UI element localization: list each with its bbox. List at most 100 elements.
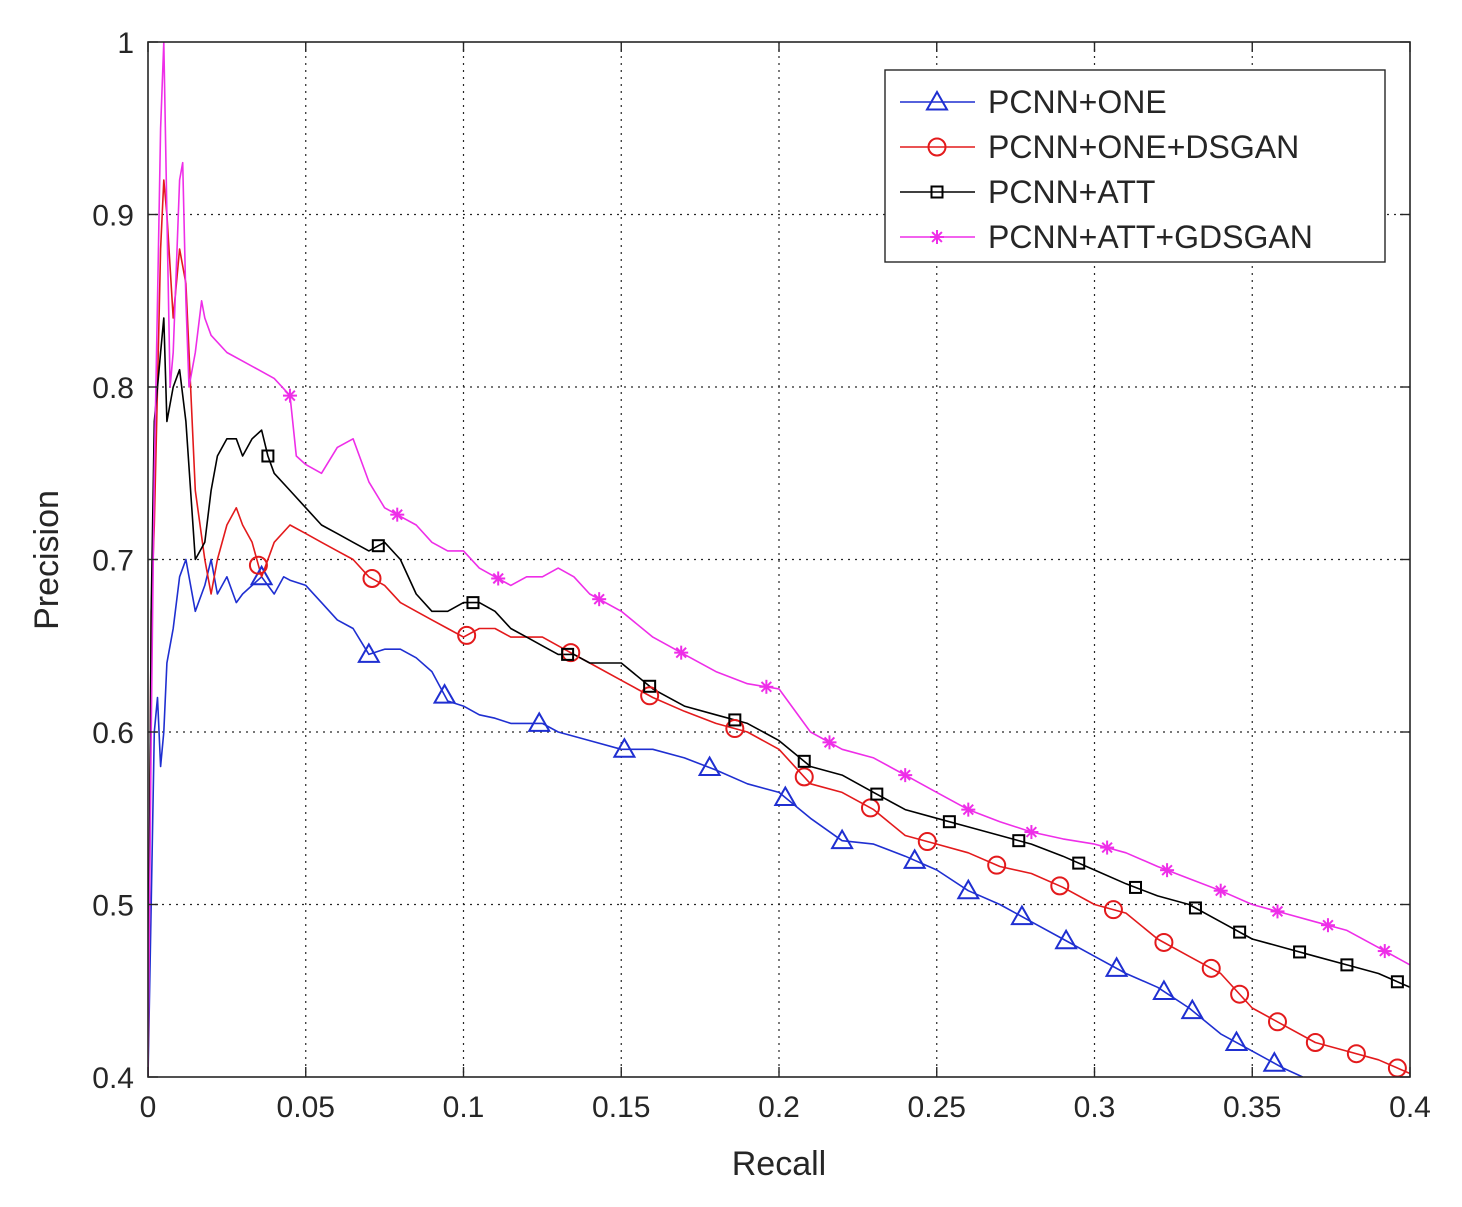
series-2-marker-shape [643,679,657,693]
series-0-marker [697,755,722,777]
series-3-marker-stroke [899,769,911,781]
series-1-marker [1201,958,1221,978]
series-2-marker-shape [1293,945,1307,959]
series-3-marker-stroke [760,681,772,693]
x-tick-label: 0.35 [1223,1091,1281,1124]
legend-items: PCNN+ONE PCNN+ONE+DSGAN PCNN+ATT PCNN+ATT+G… [900,84,1313,255]
series-0-marker [773,785,798,807]
series-1-marker [725,719,745,739]
series-1-marker [1267,1012,1287,1032]
series-3-marker [390,507,405,522]
series-3-marker [1377,944,1392,959]
y-tick-label: 1 [117,27,134,60]
series-0-marker [1010,904,1034,926]
series-2-marker-shape [870,787,884,801]
series-0-marker-shape [773,785,798,807]
series-2-marker-shape [1390,975,1404,989]
series-3-marker-stroke [1215,885,1227,897]
series-1-marker [917,832,937,852]
series-2-marker-shape [261,449,275,463]
series-2-marker-shape [371,539,385,553]
series-3-marker [674,645,689,660]
series-0-marker [1224,1030,1249,1051]
series-2-marker [1012,834,1026,848]
series-1-marker [794,767,814,787]
series-1-marker [1154,932,1174,952]
legend-marker-2-shape [930,185,944,199]
y-tick-label: 0.4 [92,1062,134,1095]
series-2-marker [561,647,575,661]
x-tick-label: 0.2 [758,1091,800,1124]
series-2-marker [1072,856,1086,870]
series-2-marker-shape [466,596,480,610]
x-axis-label: Recall [732,1145,826,1183]
series-1-marker-shape [457,625,477,645]
series-0-marker-shape [1262,1051,1287,1072]
series-2-marker-shape [1012,834,1026,848]
series-2-marker-shape [1072,856,1086,870]
series-0-marker-shape [830,828,854,850]
legend-marker-0 [925,89,949,111]
series-2-marker [466,596,480,610]
series-1-marker-shape [987,855,1007,875]
series-3-marker-stroke [675,647,687,659]
series-0-marker [830,828,854,850]
legend-marker-3 [930,230,944,244]
series-0-marker-shape [249,564,274,586]
series-3-marker [1160,863,1175,878]
series-3-marker [491,571,506,586]
series-2-marker-shape [1233,925,1247,939]
series-3-marker-stroke [1101,841,1113,854]
series-0-marker-shape [432,683,457,704]
series-0-marker-shape [956,878,981,900]
series-line-1 [148,179,1410,1077]
series-2-marker [942,815,956,829]
series-0-marker [612,737,637,758]
series-1-marker [1346,1044,1366,1064]
series-3-marker-stroke [1379,945,1391,957]
legend: PCNN+ONE PCNN+ONE+DSGAN PCNN+ATT PCNN+ATT+G… [884,69,1386,263]
series-1-marker-shape [1267,1012,1287,1032]
series-2-marker-shape [1340,958,1354,972]
series-3-marker [1100,840,1115,855]
y-tick-labels: 0.4 0.5 0.6 0.7 0.8 0.9 1 [92,27,134,1095]
series-3-marker-stroke [1271,905,1284,918]
series-1-marker-shape [917,832,937,852]
series-1-marker-shape [1050,876,1070,896]
x-tick-label: 0.4 [1389,1091,1431,1124]
series-0-marker-shape [1010,904,1034,926]
series-1-marker-shape [1154,932,1174,952]
y-tick-label: 0.6 [92,717,134,750]
legend-marker-0-shape [925,89,949,111]
series-3-marker-stroke [1322,919,1334,931]
series-2-marker [1390,975,1404,989]
series-2-marker [728,713,742,727]
series-0-marker-shape [1180,998,1205,1020]
series-1-marker-shape [362,568,382,588]
x-tick-label: 0.15 [592,1091,650,1124]
series-1-marker-shape [248,555,268,575]
series-1-marker [1050,876,1070,896]
series-2-marker-shape [1129,880,1143,894]
series-2-marker [870,787,884,801]
series-1-marker [1103,900,1123,920]
x-tick-label: 0.1 [443,1091,485,1124]
series-3-marker [282,388,297,403]
series-1-marker [362,568,382,588]
series-3-marker [1024,825,1039,840]
series-2-marker [1129,880,1143,894]
series-1-marker-shape [725,719,745,739]
y-tick-label: 0.5 [92,890,134,923]
series-0-marker [1180,998,1205,1020]
series-3-marker-stroke [962,804,974,816]
y-tick-label: 0.7 [92,545,134,578]
series-3-marker [822,735,837,750]
series-0-marker [1152,979,1176,1000]
series-0-marker-shape [357,642,381,663]
series-1-marker-shape [1103,900,1123,920]
series-1-marker-shape [1230,984,1250,1004]
series-1-marker [1230,984,1250,1004]
series-1-marker-shape [640,686,660,706]
series-1-marker-shape [794,767,814,787]
